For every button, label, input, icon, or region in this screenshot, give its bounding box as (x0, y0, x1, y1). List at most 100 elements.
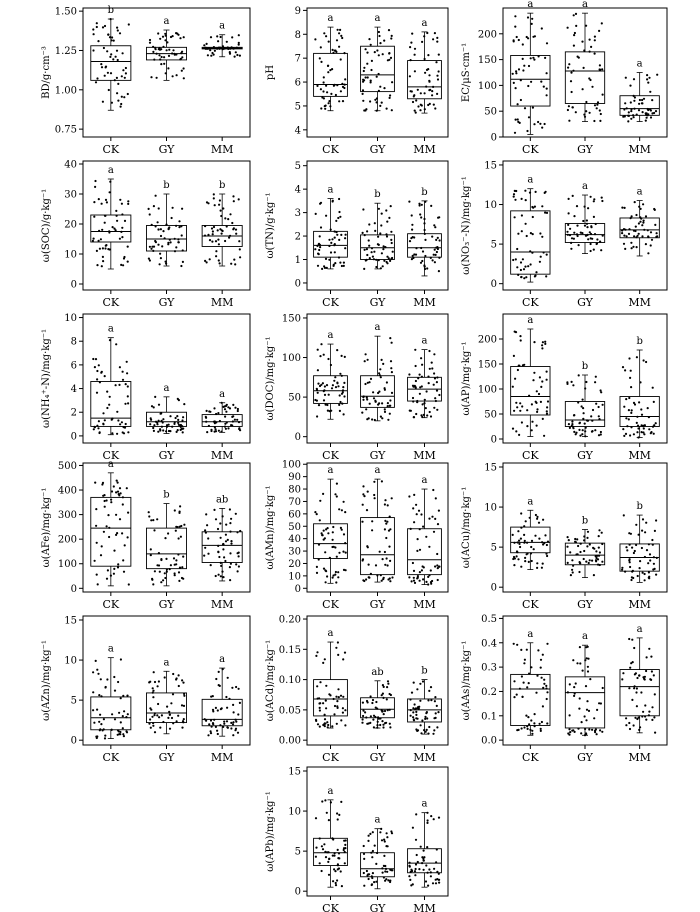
sample-points (621, 356, 657, 439)
y-tick-label: 200 (478, 29, 497, 40)
category-label: MM (211, 598, 234, 611)
sample-points (511, 330, 550, 437)
significance-letter: b (219, 180, 225, 191)
box-panel: 0 100 200 300 400 500 ω(AFe)/mg·kg⁻¹ CK a GY b MM ab (41, 459, 251, 611)
y-tick-label: 20 (288, 559, 301, 570)
significance-letter: a (582, 631, 588, 642)
significance-letter: b (582, 361, 588, 372)
significance-letter: a (375, 465, 381, 476)
sample-points (408, 31, 440, 114)
box-panel: 0 5 10 15 ω(APb)/mg·kg⁻¹ CK a GY a MM a (265, 766, 449, 912)
box-ck: CK a (510, 0, 551, 156)
significance-letter: a (219, 389, 225, 400)
y-tick-label: 4 (71, 384, 77, 395)
y-tick-label: 5 (71, 696, 77, 707)
sample-points (149, 395, 186, 434)
sample-points (512, 189, 549, 280)
y-axis-label: ω(ACd)/mg·kg⁻¹ (265, 640, 276, 721)
sample-points (314, 482, 347, 584)
category-label: GY (159, 751, 176, 764)
category-label: MM (211, 143, 234, 156)
box-ck: CK a (510, 496, 551, 611)
box-ck: CK a (510, 175, 551, 309)
y-tick-label: 8 (295, 30, 301, 41)
sample-points (314, 343, 346, 418)
y-tick-label: 15 (484, 160, 497, 171)
box-ck: CK a (313, 13, 348, 156)
y-tick-label: 0 (295, 584, 301, 595)
box-gy: GY ab (360, 667, 395, 764)
box-mm: MM b (201, 180, 243, 309)
iqr-box (201, 698, 243, 727)
y-tick-label: 60 (288, 509, 301, 520)
y-tick-label: 500 (58, 461, 77, 472)
iqr-box (90, 381, 132, 427)
sample-points (409, 680, 440, 735)
y-axis-label: EC/μS·cm⁻¹ (461, 43, 472, 102)
iqr-box (564, 542, 606, 566)
significance-letter: b (421, 666, 427, 677)
significance-letter: a (422, 18, 428, 29)
box-panel: 0 5 10 15 ω(NO₃⁻-N)/mg·kg⁻¹ CK a GY a MM a (461, 160, 668, 309)
box-panel: 0.75 1.00 1.25 1.50 BD/g·cm⁻³ CK b GY a MM a (41, 5, 251, 156)
significance-letter: a (527, 175, 533, 186)
iqr-box (90, 496, 132, 567)
iqr-box (360, 45, 395, 93)
y-tick-label: 50 (484, 410, 497, 421)
box-ck: CK a (313, 628, 348, 764)
significance-letter: b (636, 336, 642, 347)
box-gy: GY a (564, 631, 606, 764)
significance-letter: b (636, 501, 642, 512)
category-label: GY (370, 143, 387, 156)
y-tick-label: 9 (295, 6, 301, 17)
box-ck: CK a (90, 324, 132, 462)
y-tick-label: 0.00 (279, 736, 301, 747)
sample-points (512, 642, 549, 735)
y-axis-label: ω(APb)/mg·kg⁻¹ (265, 791, 276, 872)
iqr-box (360, 234, 395, 260)
y-tick-label: 0 (295, 432, 301, 443)
category-label: CK (322, 598, 339, 611)
sample-points (622, 73, 659, 123)
category-label: CK (322, 296, 339, 309)
iqr-box (90, 214, 132, 243)
significance-letter: a (108, 644, 114, 655)
iqr-box (201, 531, 243, 563)
iqr-box (146, 527, 187, 570)
y-tick-label: 30 (288, 547, 301, 558)
significance-letter: b (582, 516, 588, 527)
box-gy: GY b (564, 516, 606, 611)
box-gy: GY a (146, 383, 187, 462)
category-label: CK (322, 902, 339, 912)
category-label: MM (211, 296, 234, 309)
y-tick-label: 3 (295, 208, 301, 219)
significance-letter: a (637, 624, 643, 635)
iqr-box (201, 414, 243, 427)
iqr-box (313, 52, 348, 97)
sample-points (147, 194, 184, 268)
y-axis-label: ω(SOC)/g·kg⁻¹ (41, 189, 52, 262)
y-tick-label: 0.20 (279, 615, 301, 626)
significance-letter: b (163, 180, 169, 191)
y-tick-label: 1.00 (55, 85, 77, 96)
category-label: GY (577, 598, 594, 611)
category-label: GY (370, 296, 387, 309)
category-label: GY (370, 449, 387, 462)
y-tick-label: 150 (478, 360, 497, 371)
significance-letter: a (328, 786, 334, 797)
box-mm: MM a (407, 336, 442, 462)
significance-letter: a (375, 322, 381, 333)
sample-points (566, 374, 604, 438)
y-axis-label: ω(AP)/mg·kg⁻¹ (461, 341, 472, 415)
box-mm: MM a (407, 18, 442, 156)
y-axis-label: ω(NH₄⁺-N)/mg·kg⁻¹ (41, 329, 52, 428)
y-tick-label: 0.5 (481, 614, 497, 625)
box-gy: GY a (146, 16, 187, 156)
sample-points (203, 34, 241, 58)
sample-points (361, 205, 394, 270)
box-panel: 0 1 2 3 4 5 ω(TN)/g·kg⁻¹ CK a GY b MM b (265, 160, 449, 309)
box-panel: 0.00 0.05 0.10 0.15 0.20 ω(ACd)/mg·kg⁻¹ CK a GY a… (265, 615, 449, 764)
sample-points (566, 12, 604, 123)
y-tick-label: 6 (295, 78, 301, 89)
iqr-box (510, 210, 551, 275)
